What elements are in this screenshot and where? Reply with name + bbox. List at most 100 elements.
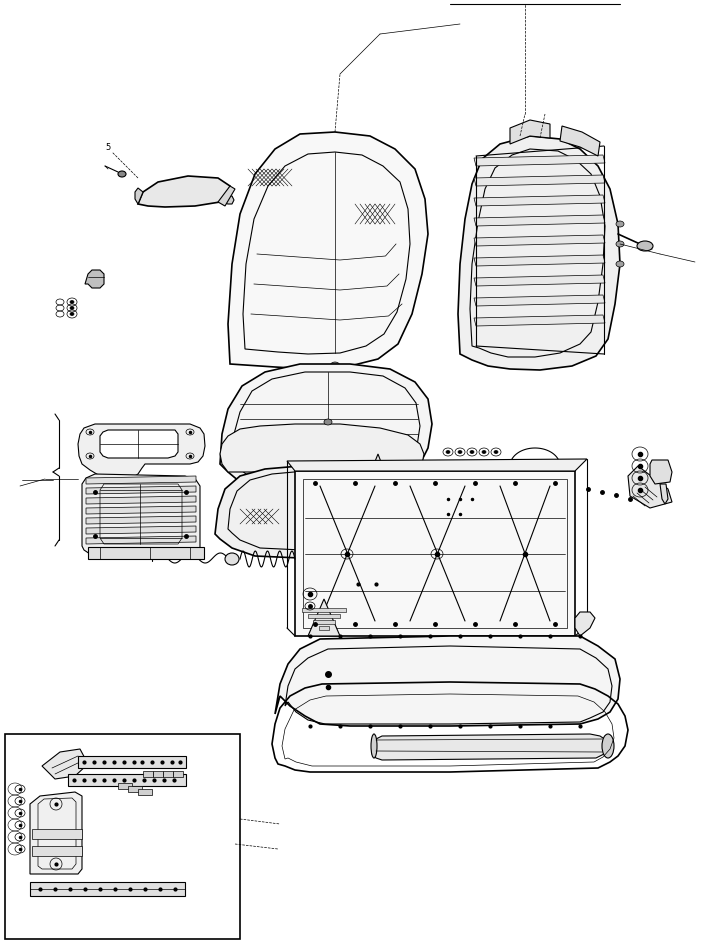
Bar	[163, 771, 173, 777]
Ellipse shape	[347, 661, 357, 671]
Bar	[303, 479, 567, 628]
Polygon shape	[474, 255, 605, 266]
Polygon shape	[474, 315, 605, 326]
Polygon shape	[220, 424, 424, 472]
Polygon shape	[474, 175, 605, 186]
Polygon shape	[313, 620, 335, 624]
Ellipse shape	[494, 450, 498, 453]
Polygon shape	[335, 493, 341, 495]
Polygon shape	[308, 599, 340, 636]
Polygon shape	[560, 126, 600, 156]
Polygon shape	[510, 120, 550, 144]
Polygon shape	[42, 749, 88, 779]
Ellipse shape	[616, 241, 624, 247]
Ellipse shape	[225, 553, 239, 565]
Polygon shape	[218, 186, 235, 206]
Ellipse shape	[602, 734, 614, 758]
Polygon shape	[474, 155, 605, 166]
Ellipse shape	[70, 300, 74, 304]
Polygon shape	[275, 636, 620, 726]
Polygon shape	[82, 474, 200, 554]
Polygon shape	[86, 486, 196, 494]
Polygon shape	[86, 516, 196, 524]
Bar	[68, 774, 186, 786]
Ellipse shape	[324, 419, 332, 425]
Ellipse shape	[437, 480, 443, 485]
Polygon shape	[220, 196, 234, 204]
Ellipse shape	[616, 221, 624, 227]
Polygon shape	[86, 496, 196, 504]
Bar	[143, 771, 153, 777]
Polygon shape	[474, 195, 605, 206]
Ellipse shape	[368, 652, 432, 680]
Polygon shape	[332, 489, 343, 491]
Polygon shape	[628, 466, 672, 508]
Polygon shape	[357, 473, 400, 475]
Polygon shape	[575, 612, 595, 636]
Polygon shape	[302, 608, 345, 612]
Ellipse shape	[70, 312, 74, 315]
Polygon shape	[332, 482, 345, 499]
Polygon shape	[650, 460, 672, 484]
Bar	[173, 771, 183, 777]
Ellipse shape	[482, 450, 486, 453]
Ellipse shape	[327, 468, 333, 472]
Ellipse shape	[447, 661, 457, 671]
Ellipse shape	[502, 478, 514, 488]
Polygon shape	[287, 459, 587, 471]
Polygon shape	[660, 484, 668, 504]
Polygon shape	[86, 476, 196, 484]
Bar	[153, 771, 163, 777]
Ellipse shape	[371, 734, 377, 758]
Ellipse shape	[470, 450, 474, 453]
Polygon shape	[330, 485, 346, 487]
Polygon shape	[319, 626, 329, 630]
Bar	[5, 734, 240, 939]
Polygon shape	[86, 526, 196, 534]
Polygon shape	[474, 235, 605, 246]
Ellipse shape	[470, 466, 474, 469]
Ellipse shape	[446, 450, 450, 453]
Polygon shape	[364, 481, 393, 483]
Bar	[32, 829, 82, 839]
Ellipse shape	[434, 478, 446, 488]
Polygon shape	[220, 364, 432, 494]
Polygon shape	[458, 136, 620, 370]
Polygon shape	[474, 295, 605, 306]
Polygon shape	[30, 792, 82, 874]
Ellipse shape	[494, 466, 498, 469]
Bar	[78, 756, 186, 768]
Polygon shape	[86, 506, 196, 514]
Polygon shape	[215, 466, 428, 558]
Ellipse shape	[118, 171, 126, 177]
Bar	[128, 786, 142, 792]
Bar	[30, 882, 185, 896]
Bar	[32, 846, 82, 856]
Polygon shape	[474, 215, 605, 226]
Bar	[118, 783, 132, 789]
Polygon shape	[100, 430, 178, 458]
Polygon shape	[86, 536, 196, 544]
Polygon shape	[228, 132, 428, 369]
Polygon shape	[308, 614, 341, 618]
Ellipse shape	[446, 466, 450, 469]
Polygon shape	[474, 275, 605, 286]
Polygon shape	[371, 489, 385, 491]
Polygon shape	[78, 424, 205, 479]
Bar	[138, 789, 152, 795]
Bar	[295, 471, 575, 636]
Ellipse shape	[458, 450, 462, 453]
Ellipse shape	[330, 362, 340, 370]
Polygon shape	[135, 188, 143, 204]
Polygon shape	[85, 270, 104, 288]
Ellipse shape	[616, 261, 624, 267]
Ellipse shape	[505, 480, 511, 485]
Bar	[354, 561, 378, 577]
Bar	[88, 547, 204, 559]
Ellipse shape	[637, 241, 653, 251]
Ellipse shape	[70, 307, 74, 310]
Polygon shape	[138, 176, 230, 207]
Bar	[352, 559, 380, 579]
Ellipse shape	[458, 466, 462, 469]
Polygon shape	[372, 734, 608, 760]
